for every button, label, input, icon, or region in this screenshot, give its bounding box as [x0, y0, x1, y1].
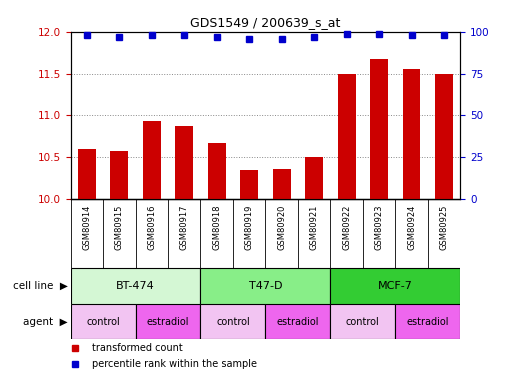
Bar [175, 126, 193, 199]
Text: GSM80919: GSM80919 [245, 204, 254, 250]
Text: GSM80921: GSM80921 [310, 204, 319, 250]
Text: GSM80920: GSM80920 [277, 204, 286, 250]
Bar [143, 121, 161, 199]
Text: estradiol: estradiol [277, 316, 319, 327]
Bar [208, 143, 225, 199]
Bar [272, 169, 291, 199]
Bar [331, 268, 460, 304]
Text: GSM80925: GSM80925 [439, 204, 449, 250]
Bar [338, 74, 356, 199]
Text: percentile rank within the sample: percentile rank within the sample [92, 359, 257, 369]
Text: GSM80917: GSM80917 [180, 204, 189, 250]
Text: T47-D: T47-D [248, 281, 282, 291]
Bar [71, 304, 135, 339]
Text: GSM80922: GSM80922 [342, 204, 351, 250]
Bar [200, 268, 331, 304]
Text: GSM80924: GSM80924 [407, 204, 416, 250]
Bar [71, 268, 200, 304]
Text: GSM80923: GSM80923 [374, 204, 383, 250]
Text: estradiol: estradiol [147, 316, 189, 327]
Text: MCF-7: MCF-7 [378, 281, 413, 291]
Title: GDS1549 / 200639_s_at: GDS1549 / 200639_s_at [190, 16, 340, 29]
Bar [305, 157, 323, 199]
Text: estradiol: estradiol [406, 316, 449, 327]
Text: GSM80915: GSM80915 [115, 204, 124, 250]
Text: cell line  ▶: cell line ▶ [13, 281, 68, 291]
Text: agent  ▶: agent ▶ [24, 316, 68, 327]
Text: GSM80918: GSM80918 [212, 204, 221, 250]
Text: transformed count: transformed count [92, 343, 183, 353]
Bar [135, 304, 200, 339]
Text: BT-474: BT-474 [116, 281, 155, 291]
Text: control: control [216, 316, 250, 327]
Text: control: control [346, 316, 380, 327]
Bar [403, 69, 420, 199]
Bar [266, 304, 331, 339]
Text: GSM80916: GSM80916 [147, 204, 156, 250]
Text: GSM80914: GSM80914 [82, 204, 92, 250]
Bar [331, 304, 395, 339]
Bar [110, 151, 128, 199]
Bar [200, 304, 266, 339]
Bar [395, 304, 460, 339]
Bar [370, 59, 388, 199]
Bar [78, 149, 96, 199]
Bar [435, 74, 453, 199]
Bar [240, 170, 258, 199]
Text: control: control [86, 316, 120, 327]
